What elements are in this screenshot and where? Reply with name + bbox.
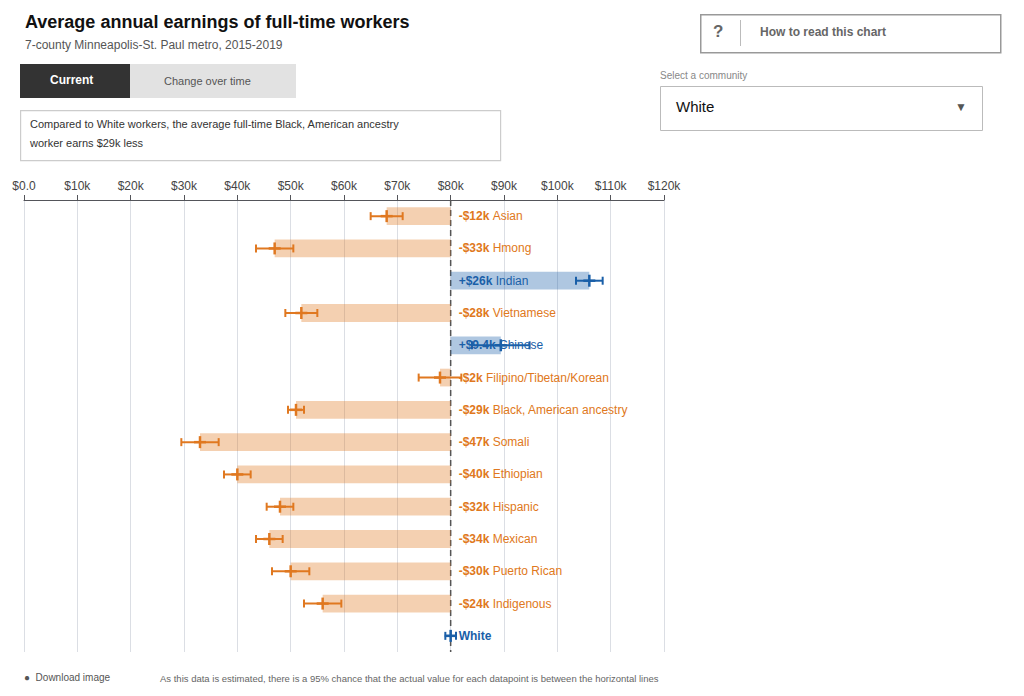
svg-text:Black, American ancestry: Black, American ancestry	[493, 403, 628, 417]
svg-text:● Download image: ● Download image	[24, 672, 111, 683]
svg-text:White: White	[676, 98, 714, 115]
svg-text:$20k: $20k	[118, 179, 145, 193]
svg-text:How to read this chart: How to read this chart	[760, 25, 886, 39]
svg-text:-$34k: -$34k	[459, 532, 490, 546]
svg-text:-$32k: -$32k	[459, 500, 490, 514]
svg-text:Hispanic: Hispanic	[493, 500, 539, 514]
svg-text:Vietnamese: Vietnamese	[493, 306, 556, 320]
svg-text:▼: ▼	[955, 100, 967, 114]
svg-text:Indigenous: Indigenous	[493, 597, 552, 611]
svg-text:$80k: $80k	[438, 179, 465, 193]
svg-text:Change over time: Change over time	[164, 75, 251, 87]
svg-text:-$33k: -$33k	[459, 241, 490, 255]
svg-text:$100k: $100k	[541, 179, 575, 193]
svg-text:Somali: Somali	[493, 435, 530, 449]
svg-text:-$2k: -$2k	[459, 371, 483, 385]
svg-text:+$26k: +$26k	[459, 274, 493, 288]
svg-text:$90k: $90k	[491, 179, 518, 193]
svg-text:-$28k: -$28k	[459, 306, 490, 320]
svg-text:Filipino/Tibetan/Korean: Filipino/Tibetan/Korean	[486, 371, 609, 385]
svg-text:Hmong: Hmong	[493, 241, 532, 255]
svg-text:Puerto Rican: Puerto Rican	[493, 564, 562, 578]
svg-text:$70k: $70k	[384, 179, 411, 193]
svg-text:$0.0: $0.0	[12, 179, 36, 193]
svg-text:?: ?	[713, 22, 723, 41]
svg-text:$40k: $40k	[224, 179, 251, 193]
svg-text:$30k: $30k	[171, 179, 198, 193]
svg-text:Chinese: Chinese	[499, 338, 543, 352]
svg-text:Asian: Asian	[493, 209, 523, 223]
svg-text:Select a community: Select a community	[660, 70, 747, 81]
svg-text:Indian: Indian	[496, 274, 529, 288]
svg-text:Current: Current	[50, 73, 93, 87]
svg-text:-$12k: -$12k	[459, 209, 490, 223]
svg-text:$10k: $10k	[64, 179, 91, 193]
svg-text:-$29k: -$29k	[459, 403, 490, 417]
svg-text:Mexican: Mexican	[493, 532, 538, 546]
svg-text:$110k: $110k	[595, 179, 628, 193]
svg-text:+$9.4k: +$9.4k	[459, 338, 496, 352]
svg-text:$50k: $50k	[278, 179, 305, 193]
svg-text:-$30k: -$30k	[459, 564, 490, 578]
svg-text:-$47k: -$47k	[459, 435, 490, 449]
svg-text:Ethiopian: Ethiopian	[493, 467, 543, 481]
svg-text:7-county Minneapolis-St. Paul: 7-county Minneapolis-St. Paul metro, 201…	[25, 38, 283, 52]
svg-text:Compared to White workers, the: Compared to White workers, the average f…	[30, 118, 399, 130]
svg-text:-$24k: -$24k	[459, 597, 490, 611]
svg-text:$120k: $120k	[648, 179, 682, 193]
svg-text:As this data is estimated, the: As this data is estimated, there is a 95…	[160, 673, 659, 684]
svg-text:White: White	[459, 629, 492, 643]
svg-text:worker earns $29k less: worker earns $29k less	[29, 137, 144, 149]
svg-text:$60k: $60k	[331, 179, 358, 193]
svg-text:Average annual earnings of ful: Average annual earnings of full-time wor…	[25, 12, 409, 32]
svg-text:-$40k: -$40k	[459, 467, 490, 481]
